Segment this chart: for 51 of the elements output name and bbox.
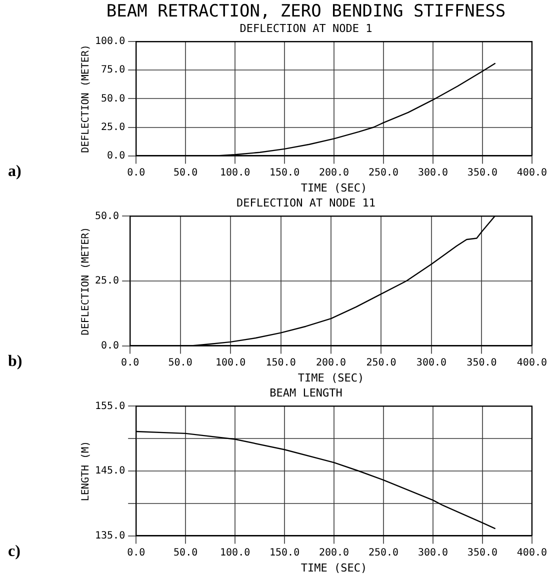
x-tick-label: 0.0: [127, 547, 146, 558]
x-tick-label: 150.0: [266, 357, 296, 368]
y-tick-label: 0.0: [101, 340, 120, 352]
y-tick-label: 25.0: [94, 276, 120, 287]
y-tick-label: 145.0: [94, 466, 126, 477]
x-tick-label: 150.0: [269, 167, 300, 178]
x-tick-label: 250.0: [368, 167, 399, 178]
text: a): [8, 163, 22, 181]
chart-title: DEFLECTION AT NODE 11: [236, 196, 376, 210]
y-tick-label: 0.0: [107, 150, 126, 162]
x-tick-label: 50.0: [174, 167, 198, 178]
chart-title: BEAM LENGTH: [270, 386, 342, 400]
x-axis-title: TIME (SEC): [298, 371, 364, 384]
y-axis-title: DEFLECTION (METER): [80, 226, 92, 336]
x-tick-label: 350.0: [467, 167, 498, 178]
x-tick-label: 250.0: [366, 357, 396, 368]
x-tick-label: 200.0: [318, 547, 350, 558]
y-axis-title: LENGTH (M): [80, 440, 92, 502]
y-tick-label: 155.0: [94, 400, 126, 412]
y-tick-label: 50.0: [94, 210, 120, 222]
x-tick-label: 400.0: [516, 547, 548, 558]
y-tick-label: 50.0: [101, 93, 126, 104]
x-axis-title: TIME (SEC): [300, 181, 368, 194]
x-tick-label: 350.0: [467, 547, 498, 558]
text: b): [8, 353, 22, 371]
x-tick-label: 250.0: [368, 547, 399, 558]
x-tick-label: 0.0: [121, 357, 140, 368]
y-tick-label: 100.0: [94, 36, 126, 48]
x-tick-label: 200.0: [318, 167, 350, 178]
y-tick-label: 135.0: [94, 530, 126, 542]
x-tick-label: 300.0: [418, 547, 448, 558]
x-tick-label: 400.0: [516, 167, 548, 178]
x-tick-label: 400.0: [516, 357, 548, 368]
x-tick-label: 200.0: [316, 357, 346, 368]
x-tick-label: 100.0: [215, 357, 246, 368]
y-tick-label: 25.0: [101, 122, 126, 133]
x-tick-label: 50.0: [168, 357, 192, 368]
x-tick-label: 50.0: [174, 547, 198, 558]
x-tick-label: 300.0: [418, 167, 448, 178]
x-axis-title: TIME (SEC): [300, 561, 368, 574]
x-tick-label: 100.0: [220, 547, 250, 558]
y-tick-label: 75.0: [101, 64, 126, 76]
x-tick-label: 350.0: [466, 357, 497, 368]
y-axis-title: DEFLECTION (METER): [80, 44, 92, 153]
chart-subtitle: DEFLECTION AT NODE 1: [240, 22, 372, 35]
x-tick-label: 0.0: [127, 167, 146, 178]
text: c): [8, 543, 20, 561]
x-tick-label: 100.0: [220, 167, 250, 178]
x-tick-label: 300.0: [416, 357, 447, 368]
chart-title: BEAM RETRACTION, ZERO BENDING STIFFNESS: [106, 2, 506, 22]
x-tick-label: 150.0: [269, 547, 300, 558]
